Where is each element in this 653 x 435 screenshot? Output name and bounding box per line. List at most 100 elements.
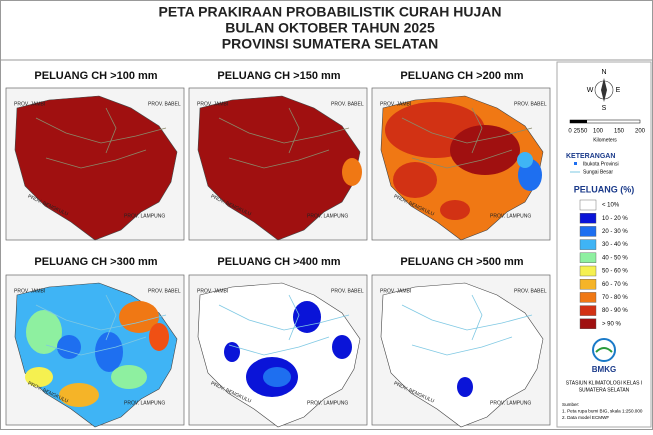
- compass-letter: N: [601, 69, 606, 76]
- legend-item: Sungai Besar: [583, 169, 613, 175]
- rain-area: [332, 335, 352, 359]
- region-label: PROV. LAMPUNG: [124, 213, 165, 219]
- region-label: PROV. LAMPUNG: [124, 400, 165, 406]
- rain-area: [457, 377, 473, 397]
- region-label: PROV. JAMBI: [380, 288, 411, 294]
- class-swatch: [579, 292, 597, 303]
- province: [197, 95, 361, 241]
- rain-area: [26, 310, 62, 354]
- region-label: PROV. BABEL: [148, 101, 181, 107]
- scale-label: 0: [568, 129, 572, 135]
- scale-label: 50: [581, 129, 588, 135]
- class-swatch: [579, 199, 597, 211]
- class-label: 60 - 70 %: [602, 282, 628, 288]
- river: [218, 304, 350, 331]
- source-text: 1. Peta rupa bumi BIG, skala 1:250.000: [562, 409, 643, 414]
- title: PETA PRAKIRAAN PROBABILISTIK CURAH HUJAN: [158, 4, 501, 20]
- region-label: PROV. JAMBI: [197, 288, 228, 294]
- map-title: PELUANG CH >100 mm: [34, 70, 157, 82]
- river: [471, 107, 483, 154]
- scale-unit: Kilometers: [593, 137, 617, 143]
- class-swatch: [579, 239, 597, 250]
- legend-heading: KETERANGAN: [566, 153, 615, 160]
- region-label: PROV. JAMBI: [380, 101, 411, 107]
- river: [471, 294, 483, 341]
- river: [45, 336, 147, 356]
- class-label: 20 - 30 %: [602, 229, 628, 235]
- river: [105, 294, 117, 341]
- region-label: PROV. JAMBI: [14, 101, 45, 107]
- rain-area: [342, 158, 362, 186]
- map-title: PELUANG CH >150 mm: [217, 70, 340, 82]
- logo: [592, 338, 616, 362]
- river: [35, 304, 167, 331]
- region-label: PROV. JAMBI: [14, 288, 45, 294]
- rain-area: [119, 301, 159, 333]
- map-title: PELUANG CH >300 mm: [34, 256, 157, 268]
- class-swatch: [579, 265, 597, 277]
- region-label: PROV. LAMPUNG: [307, 400, 348, 406]
- rain-area: [57, 335, 81, 359]
- map-title: PELUANG CH >400 mm: [217, 256, 340, 268]
- rain-area: [59, 383, 99, 407]
- rain-area: [440, 200, 470, 220]
- region-label: PROV. BABEL: [148, 288, 181, 294]
- compass-letter: E: [616, 87, 621, 94]
- class-swatch: [579, 279, 597, 290]
- region-label: PROV. JAMBI: [197, 101, 228, 107]
- rain-area: [95, 332, 123, 372]
- scale-label: 200: [635, 129, 646, 135]
- class-label: > 90 %: [602, 321, 622, 327]
- compass: [601, 78, 607, 102]
- logo: [595, 347, 613, 353]
- region-label: PROV. LAMPUNG: [490, 213, 531, 219]
- rain-area: [393, 162, 437, 198]
- river: [411, 336, 513, 356]
- province: [14, 95, 178, 241]
- station-text: SUMATERA SELATAN: [579, 387, 630, 393]
- rain-area: [25, 367, 53, 387]
- source-text: 2. Data model ECMWF: [562, 415, 609, 420]
- logo-text: BMKG: [592, 365, 616, 374]
- river: [411, 149, 513, 169]
- compass-letter: S: [602, 105, 607, 112]
- compass-letter: W: [587, 87, 594, 94]
- region-label: PROV. BABEL: [514, 101, 547, 107]
- rain-area: [149, 323, 169, 351]
- map-title: PELUANG CH >200 mm: [400, 70, 523, 82]
- class-swatch: [579, 305, 597, 316]
- rain-area: [450, 125, 520, 175]
- rain-area: [111, 365, 147, 389]
- river: [35, 117, 167, 144]
- region-label: PROV. LAMPUNG: [490, 400, 531, 406]
- river: [288, 107, 300, 154]
- rain-area: [293, 301, 321, 333]
- source-text: Sumber:: [562, 402, 579, 407]
- class-label: < 10%: [602, 203, 620, 209]
- rain-area: [224, 342, 240, 362]
- scale-label: 150: [614, 129, 625, 135]
- capital-symbol: [574, 162, 577, 165]
- station-text: STASIUN KLIMATOLOGI KELAS I: [566, 380, 642, 386]
- scale-label: 25: [574, 129, 581, 135]
- scale-label: 100: [593, 129, 604, 135]
- river: [401, 304, 533, 331]
- rain-area: [517, 152, 533, 168]
- river: [401, 117, 533, 144]
- class-label: 30 - 40 %: [602, 242, 628, 248]
- class-swatch: [579, 212, 597, 224]
- province: [380, 282, 544, 428]
- region-label: PROV. LAMPUNG: [307, 213, 348, 219]
- title: BULAN OKTOBER TAHUN 2025: [225, 20, 435, 36]
- legend-heading: PELUANG (%): [574, 184, 635, 194]
- river: [228, 336, 330, 356]
- river: [288, 294, 300, 341]
- river: [105, 107, 117, 154]
- class-label: 50 - 60 %: [602, 269, 628, 275]
- class-label: 80 - 90 %: [602, 308, 628, 314]
- rain-area: [263, 367, 291, 387]
- region-label: PROV. BABEL: [514, 288, 547, 294]
- river: [45, 149, 147, 169]
- scale-bar: [570, 120, 587, 123]
